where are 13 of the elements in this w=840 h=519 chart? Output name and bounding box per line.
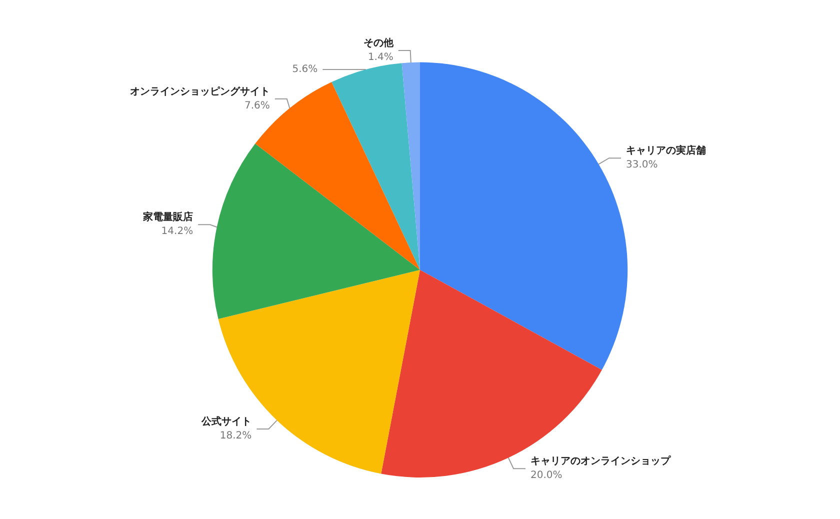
data-label: 1.4% xyxy=(368,52,394,63)
data-label: 5.6% xyxy=(292,64,318,75)
slice-label: 家電量販店 xyxy=(142,211,194,224)
slice-label: その他 xyxy=(363,36,394,49)
slice-label: キャリアの実店舗 xyxy=(626,144,706,157)
data-label: 14.2% xyxy=(161,226,194,238)
data-label: 33.0% xyxy=(626,160,658,171)
slice-label: 公式サイト xyxy=(200,416,252,428)
slice-label: キャリアのオンラインショップ xyxy=(530,455,672,468)
data-label: 20.0% xyxy=(530,470,562,482)
data-label: 7.6% xyxy=(244,100,270,112)
data-label: 18.2% xyxy=(220,430,252,442)
slice-label: オンラインショッピングサイト xyxy=(130,85,270,98)
